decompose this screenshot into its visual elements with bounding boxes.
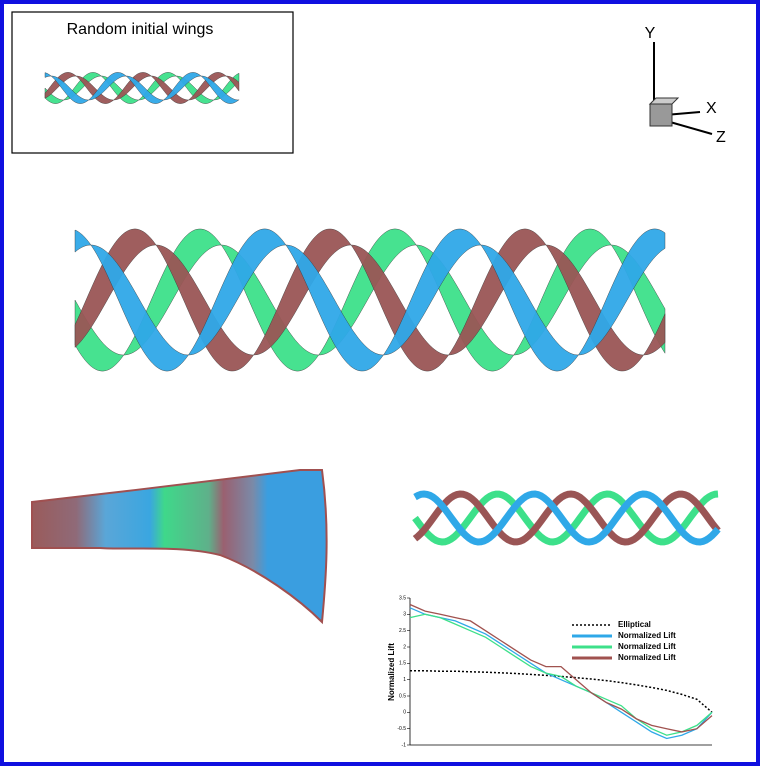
y-tick-label: 3: [403, 612, 406, 618]
legend-label: Normalized Lift: [618, 653, 676, 662]
y-tick-label: 1: [403, 677, 406, 683]
y-tick-label: 2.5: [399, 628, 406, 634]
y-tick-label: -0.5: [397, 726, 406, 732]
x-label: X: [706, 100, 717, 117]
figure: Random initial wings Y X Z Normalized Li…: [0, 0, 760, 766]
y-tick-label: -1: [402, 742, 407, 748]
y-axis-label: Normalized Lift: [387, 643, 396, 701]
legend-label: Normalized Lift: [618, 631, 676, 640]
legend-label: Elliptical: [618, 620, 651, 629]
legend-label: Normalized Lift: [618, 642, 676, 651]
y-tick-label: 0: [403, 710, 406, 716]
cube: [650, 104, 672, 126]
y-tick-label: 3.5: [399, 595, 406, 601]
y-tick-label: 1.5: [399, 661, 406, 667]
y-tick-label: 0.5: [399, 693, 406, 699]
z-label: Z: [716, 129, 726, 146]
y-tick-label: 2: [403, 644, 406, 650]
y-label: Y: [645, 25, 656, 42]
inset-title: Random initial wings: [67, 21, 214, 38]
